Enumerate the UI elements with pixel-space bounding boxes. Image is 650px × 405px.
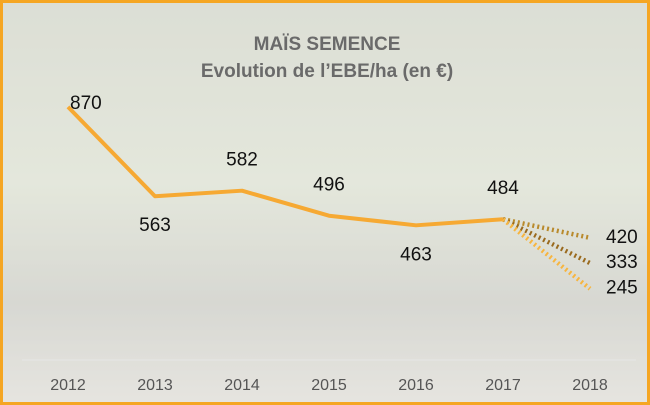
line-series: [501, 217, 592, 266]
data-label: 496: [313, 175, 345, 196]
x-tick-label: 2014: [224, 377, 260, 394]
data-label: 420: [606, 227, 638, 248]
data-label: 245: [606, 278, 638, 299]
data-label: 563: [139, 215, 171, 236]
data-label: 463: [400, 244, 432, 265]
chart-title: MAÏS SEMENCE: [254, 34, 401, 55]
x-tick-label: 2016: [398, 377, 434, 394]
data-label: 333: [606, 252, 638, 273]
x-tick-label: 2013: [137, 377, 173, 394]
x-tick-label: 2015: [311, 377, 347, 394]
x-tick-label: 2017: [485, 377, 521, 394]
data-label: 582: [226, 150, 258, 171]
overlay: [3, 3, 647, 402]
data-label: 870: [70, 93, 102, 114]
x-tick-label: 2018: [572, 377, 608, 394]
line-series: [66, 105, 504, 228]
x-tick-label: 2012: [50, 377, 86, 394]
line-series: [501, 217, 592, 291]
data-label: 484: [487, 178, 519, 199]
chart-subtitle: Evolution de l’EBE/ha (en €): [201, 61, 453, 82]
